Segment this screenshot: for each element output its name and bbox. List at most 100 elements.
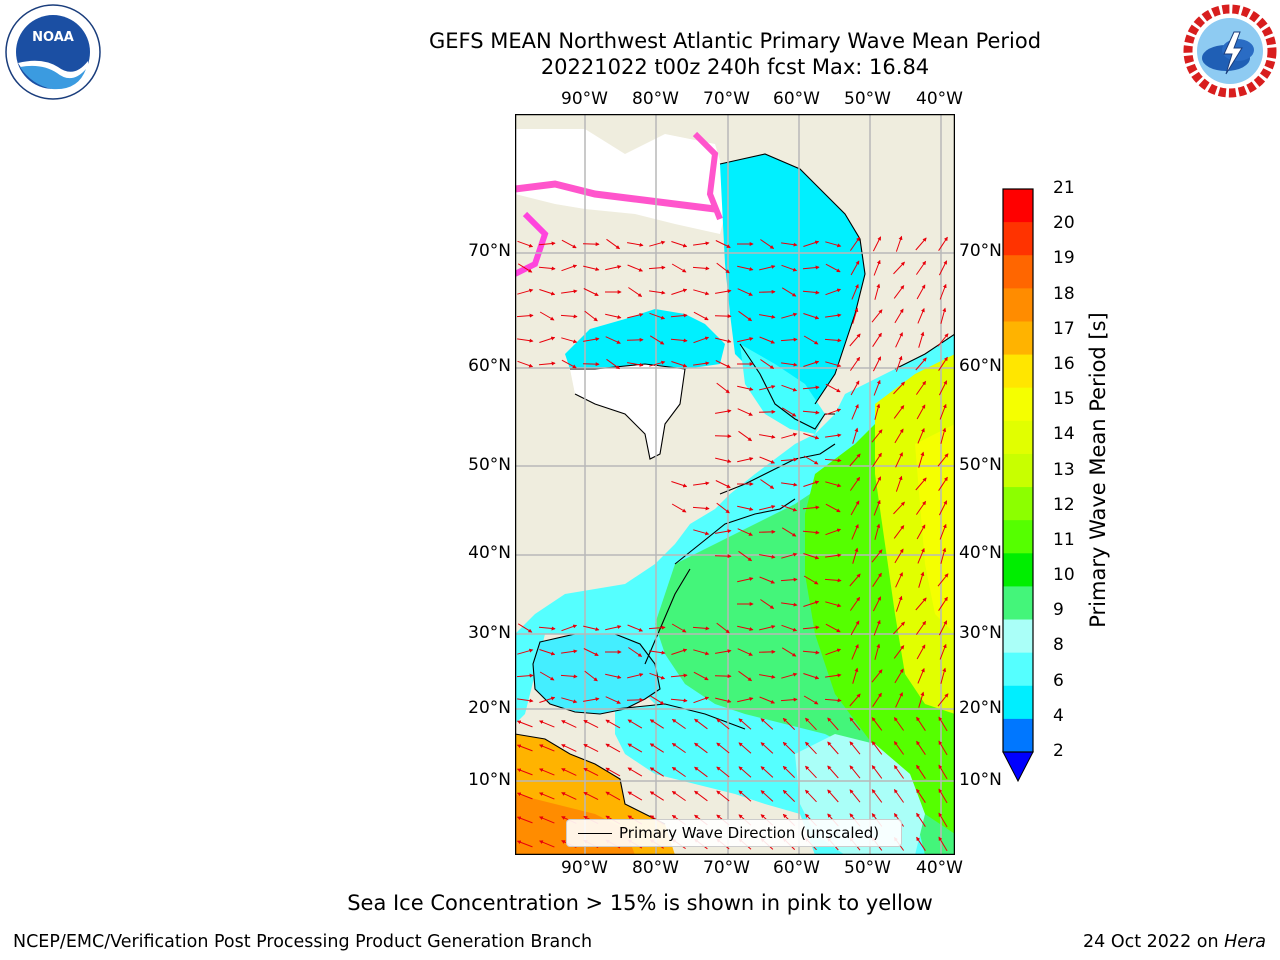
wave-arrow: [780, 577, 798, 582]
wave-arrow: [759, 384, 776, 391]
wave-arrow: [649, 767, 664, 777]
wave-arrow: [871, 789, 883, 803]
sea-ice-edge-2: [692, 131, 723, 221]
wave-arrow: [539, 696, 556, 703]
wave-arrow: [871, 717, 883, 731]
wave-arrow: [825, 361, 842, 368]
wave-arrow: [874, 403, 881, 420]
wave-arrow: [627, 767, 643, 777]
wave-arrow: [671, 481, 688, 488]
colorbar-bin: [1003, 189, 1033, 223]
wave-arrow: [872, 356, 882, 372]
lat-tick-right-50n: 50°N: [959, 455, 1002, 475]
wave-arrow: [605, 743, 621, 753]
wave-arrow: [671, 503, 687, 513]
wave-arrow: [716, 622, 730, 634]
colorbar-bin: [1003, 487, 1033, 521]
wave-arrow: [937, 453, 949, 467]
colorbar-tick-label: 12: [1053, 494, 1075, 515]
wave-arrow: [872, 596, 882, 612]
wave-arrow: [561, 768, 577, 776]
colorbar-tick-label: 2: [1053, 741, 1064, 761]
wave-arrow: [916, 836, 926, 851]
colorbar-bin: [1003, 586, 1033, 621]
colorbar-bin: [1003, 652, 1033, 687]
wave-arrow: [895, 692, 903, 708]
wave-arrow: [825, 553, 842, 558]
wave-arrow: [895, 452, 903, 468]
wave-arrow: [824, 338, 842, 343]
lat-tick-left-10n: 10°N: [468, 770, 511, 790]
wave-arrow: [693, 481, 710, 486]
wave-arrow: [693, 649, 710, 656]
lat-tick-left-60n: 60°N: [468, 356, 511, 376]
wave-arrow: [670, 698, 688, 703]
wave-arrow: [538, 744, 555, 752]
wave-arrow: [538, 792, 555, 800]
wave-arrow: [938, 596, 948, 611]
lon-tick-bottom-80w: 80°W: [632, 858, 679, 878]
lat-tick-right-10n: 10°N: [959, 770, 1002, 790]
colorbar-bin: [1003, 354, 1033, 389]
wave-arrow: [715, 337, 732, 344]
wave-arrow: [714, 314, 732, 319]
colorbar-tick-label: 21: [1053, 178, 1075, 198]
wave-arrow: [781, 482, 798, 487]
wave-arrow: [649, 290, 666, 295]
wave-arrow: [716, 718, 730, 730]
wave-arrow: [872, 572, 882, 587]
wave-arrow: [759, 504, 776, 511]
wave-arrow: [649, 791, 664, 801]
wave-arrow: [561, 239, 577, 249]
wave-arrow: [939, 283, 947, 300]
wave-arrow: [737, 265, 754, 271]
wave-arrow: [605, 767, 621, 777]
wave-arrow: [916, 716, 926, 731]
wave-arrow: [781, 362, 798, 367]
wave-arrow: [874, 643, 881, 660]
greenland-coast-waves: [720, 154, 865, 414]
wave-arrow: [849, 789, 861, 803]
wave-arrow: [693, 289, 710, 296]
lat-tick-left-30n: 30°N: [468, 623, 511, 643]
wave-arrow: [737, 408, 753, 416]
wave-arrow: [738, 718, 752, 730]
chart-title: GEFS MEAN Northwest Atlantic Primary Wav…: [428, 29, 1042, 53]
wave-arrow: [780, 457, 798, 462]
wave-arrow: [738, 742, 752, 754]
wave-arrow: [895, 355, 903, 372]
wave-arrow: [561, 744, 577, 752]
wave-arrow: [715, 529, 732, 534]
wave-arrow: [671, 766, 686, 778]
wave-arrow: [824, 698, 842, 703]
wave-arrow: [649, 672, 666, 680]
wave-arrow: [803, 575, 819, 585]
wave-arrow: [538, 266, 556, 271]
wave-arrow: [849, 476, 861, 491]
wave-arrow: [825, 288, 842, 296]
wave-arrow: [517, 698, 534, 703]
wave-arrow: [715, 409, 732, 414]
wave-arrow: [803, 600, 820, 607]
lat-tick-right-60n: 60°N: [959, 356, 1002, 376]
coastlines: [515, 153, 955, 825]
wave-arrow: [715, 360, 731, 368]
wave-arrow: [538, 768, 555, 776]
wave-arrow: [939, 523, 947, 540]
wave-arrow: [539, 649, 556, 656]
wave-arrow: [893, 381, 905, 395]
wave-arrow: [759, 674, 776, 679]
wave-arrow: [516, 816, 533, 824]
wave-arrow: [759, 314, 776, 319]
colorbar-bin: [1003, 685, 1033, 720]
wave-arrow: [825, 648, 842, 656]
colorbar-bin: [1003, 321, 1033, 356]
wave-arrow: [781, 432, 798, 439]
nws-logo: [1183, 4, 1277, 98]
wave-arrow: [918, 571, 925, 588]
wave-arrow: [871, 309, 883, 323]
wave-arrow: [893, 501, 905, 515]
wave-arrow: [894, 668, 904, 684]
wave-arrow: [649, 312, 666, 320]
wave-arrow: [873, 619, 881, 636]
